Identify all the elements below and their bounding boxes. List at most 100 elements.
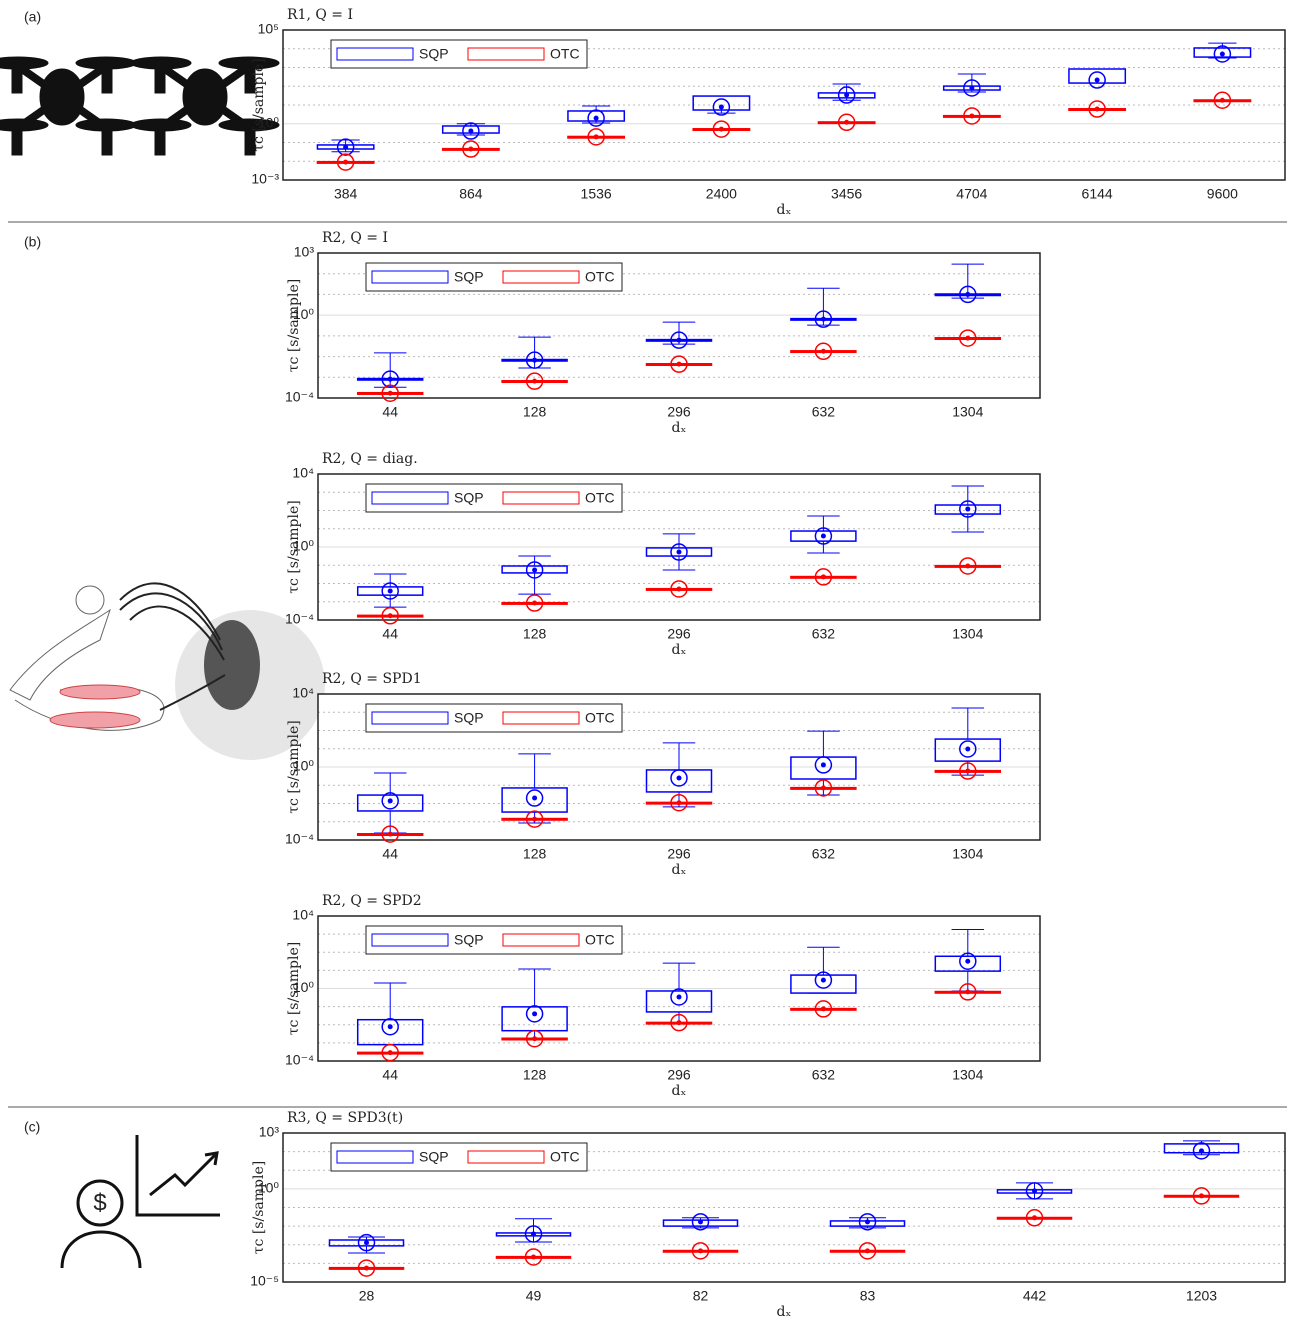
median-dot: [698, 1219, 703, 1224]
dollar-glyph: $: [93, 1189, 106, 1216]
median-dot: [719, 127, 724, 132]
arm-icon: [10, 583, 325, 760]
chart-title: R2, Q = I: [322, 230, 388, 246]
median-dot: [677, 994, 682, 999]
median-dot: [821, 785, 826, 790]
median-dot: [677, 775, 682, 780]
median-dot: [844, 120, 849, 125]
x-axis-label: dₓ: [777, 1304, 792, 1320]
legend-label: SQP: [454, 932, 484, 948]
median-dot: [388, 613, 393, 618]
median-dot: [821, 317, 826, 322]
median-dot: [1095, 78, 1100, 83]
median-dot: [865, 1248, 870, 1253]
y-tick-label: 10⁻³: [251, 171, 279, 187]
legend-label: OTC: [550, 1149, 580, 1165]
median-dot: [364, 1266, 369, 1271]
median-dot: [965, 507, 970, 512]
legend-box: [366, 926, 622, 954]
median-dot: [965, 336, 970, 341]
median-dot: [1032, 1188, 1037, 1193]
median-dot: [532, 817, 537, 822]
median-dot: [388, 377, 393, 382]
legend-label: SQP: [454, 710, 484, 726]
median-dot: [821, 978, 826, 983]
median-dot: [468, 129, 473, 134]
median-dot: [532, 379, 537, 384]
median-dot: [821, 762, 826, 767]
legend-label: SQP: [419, 1149, 449, 1165]
median-dot: [343, 145, 348, 150]
x-tick-label: 6144: [1082, 186, 1113, 202]
median-dot: [388, 588, 393, 593]
y-tick-label: 10⁴: [292, 685, 314, 701]
page: (a) (b) (c): [0, 0, 1291, 1331]
chart-title: R3, Q = SPD3(t): [287, 1110, 403, 1126]
x-tick-label: 632: [812, 626, 836, 642]
x-tick-label: 1536: [581, 186, 612, 202]
x-tick-label: 632: [812, 404, 836, 420]
x-tick-label: 9600: [1207, 186, 1238, 202]
median-dot: [965, 746, 970, 751]
median-dot: [677, 800, 682, 805]
median-dot: [388, 798, 393, 803]
y-axis-label: τc [s/sample]: [286, 720, 302, 813]
finance-icon: $: [62, 1135, 220, 1268]
y-axis-label: τc [s/sample]: [251, 58, 267, 151]
median-dot: [531, 1231, 536, 1236]
median-dot: [677, 586, 682, 591]
median-dot: [677, 1020, 682, 1025]
legend-label: OTC: [585, 490, 615, 506]
y-tick-label: 10⁵: [258, 21, 279, 37]
median-dot: [969, 113, 974, 118]
median-dot: [821, 1006, 826, 1011]
legend-label: SQP: [454, 269, 484, 285]
median-dot: [532, 601, 537, 606]
x-tick-label: 384: [334, 186, 358, 202]
x-axis-label: dₓ: [672, 1083, 687, 1099]
median-dot: [965, 769, 970, 774]
median-dot: [532, 358, 537, 363]
median-dot: [865, 1219, 870, 1224]
median-dot: [821, 534, 826, 539]
legend-box: [366, 263, 622, 291]
x-tick-label: 28: [359, 1288, 375, 1304]
y-tick-label: 10⁴: [292, 907, 314, 923]
median-dot: [532, 1036, 537, 1041]
legend-label: OTC: [585, 269, 615, 285]
y-tick-label: 10⁻⁴: [285, 389, 314, 405]
median-dot: [965, 563, 970, 568]
x-tick-label: 1304: [952, 404, 983, 420]
legend-label: SQP: [419, 46, 449, 62]
median-dot: [388, 1024, 393, 1029]
median-dot: [1095, 107, 1100, 112]
x-tick-label: 3456: [831, 186, 862, 202]
drone-icon: [0, 57, 279, 155]
y-axis-label: τc [s/sample]: [286, 500, 302, 593]
panel-label: (c): [24, 1119, 40, 1135]
x-tick-label: 1304: [952, 846, 983, 862]
x-tick-label: 83: [860, 1288, 876, 1304]
x-tick-label: 296: [667, 626, 691, 642]
y-tick-label: 10³: [294, 244, 315, 260]
x-tick-label: 632: [812, 1067, 836, 1083]
median-dot: [1199, 1148, 1204, 1153]
median-dot: [821, 349, 826, 354]
y-axis-label: τc [s/sample]: [286, 942, 302, 1035]
median-dot: [343, 160, 348, 165]
x-tick-label: 296: [667, 846, 691, 862]
median-dot: [969, 85, 974, 90]
median-dot: [965, 989, 970, 994]
x-axis-label: dₓ: [672, 862, 687, 878]
legend-box: [366, 484, 622, 512]
x-tick-label: 44: [382, 626, 398, 642]
legend-box: [331, 1143, 587, 1171]
median-dot: [1220, 51, 1225, 56]
median-dot: [677, 362, 682, 367]
figure: (a) (b) (c): [0, 0, 1291, 1331]
legend-label: OTC: [585, 710, 615, 726]
legend-label: OTC: [585, 932, 615, 948]
chart-title: R1, Q = I: [287, 7, 353, 23]
x-axis-label: dₓ: [672, 420, 687, 436]
x-tick-label: 44: [382, 404, 398, 420]
